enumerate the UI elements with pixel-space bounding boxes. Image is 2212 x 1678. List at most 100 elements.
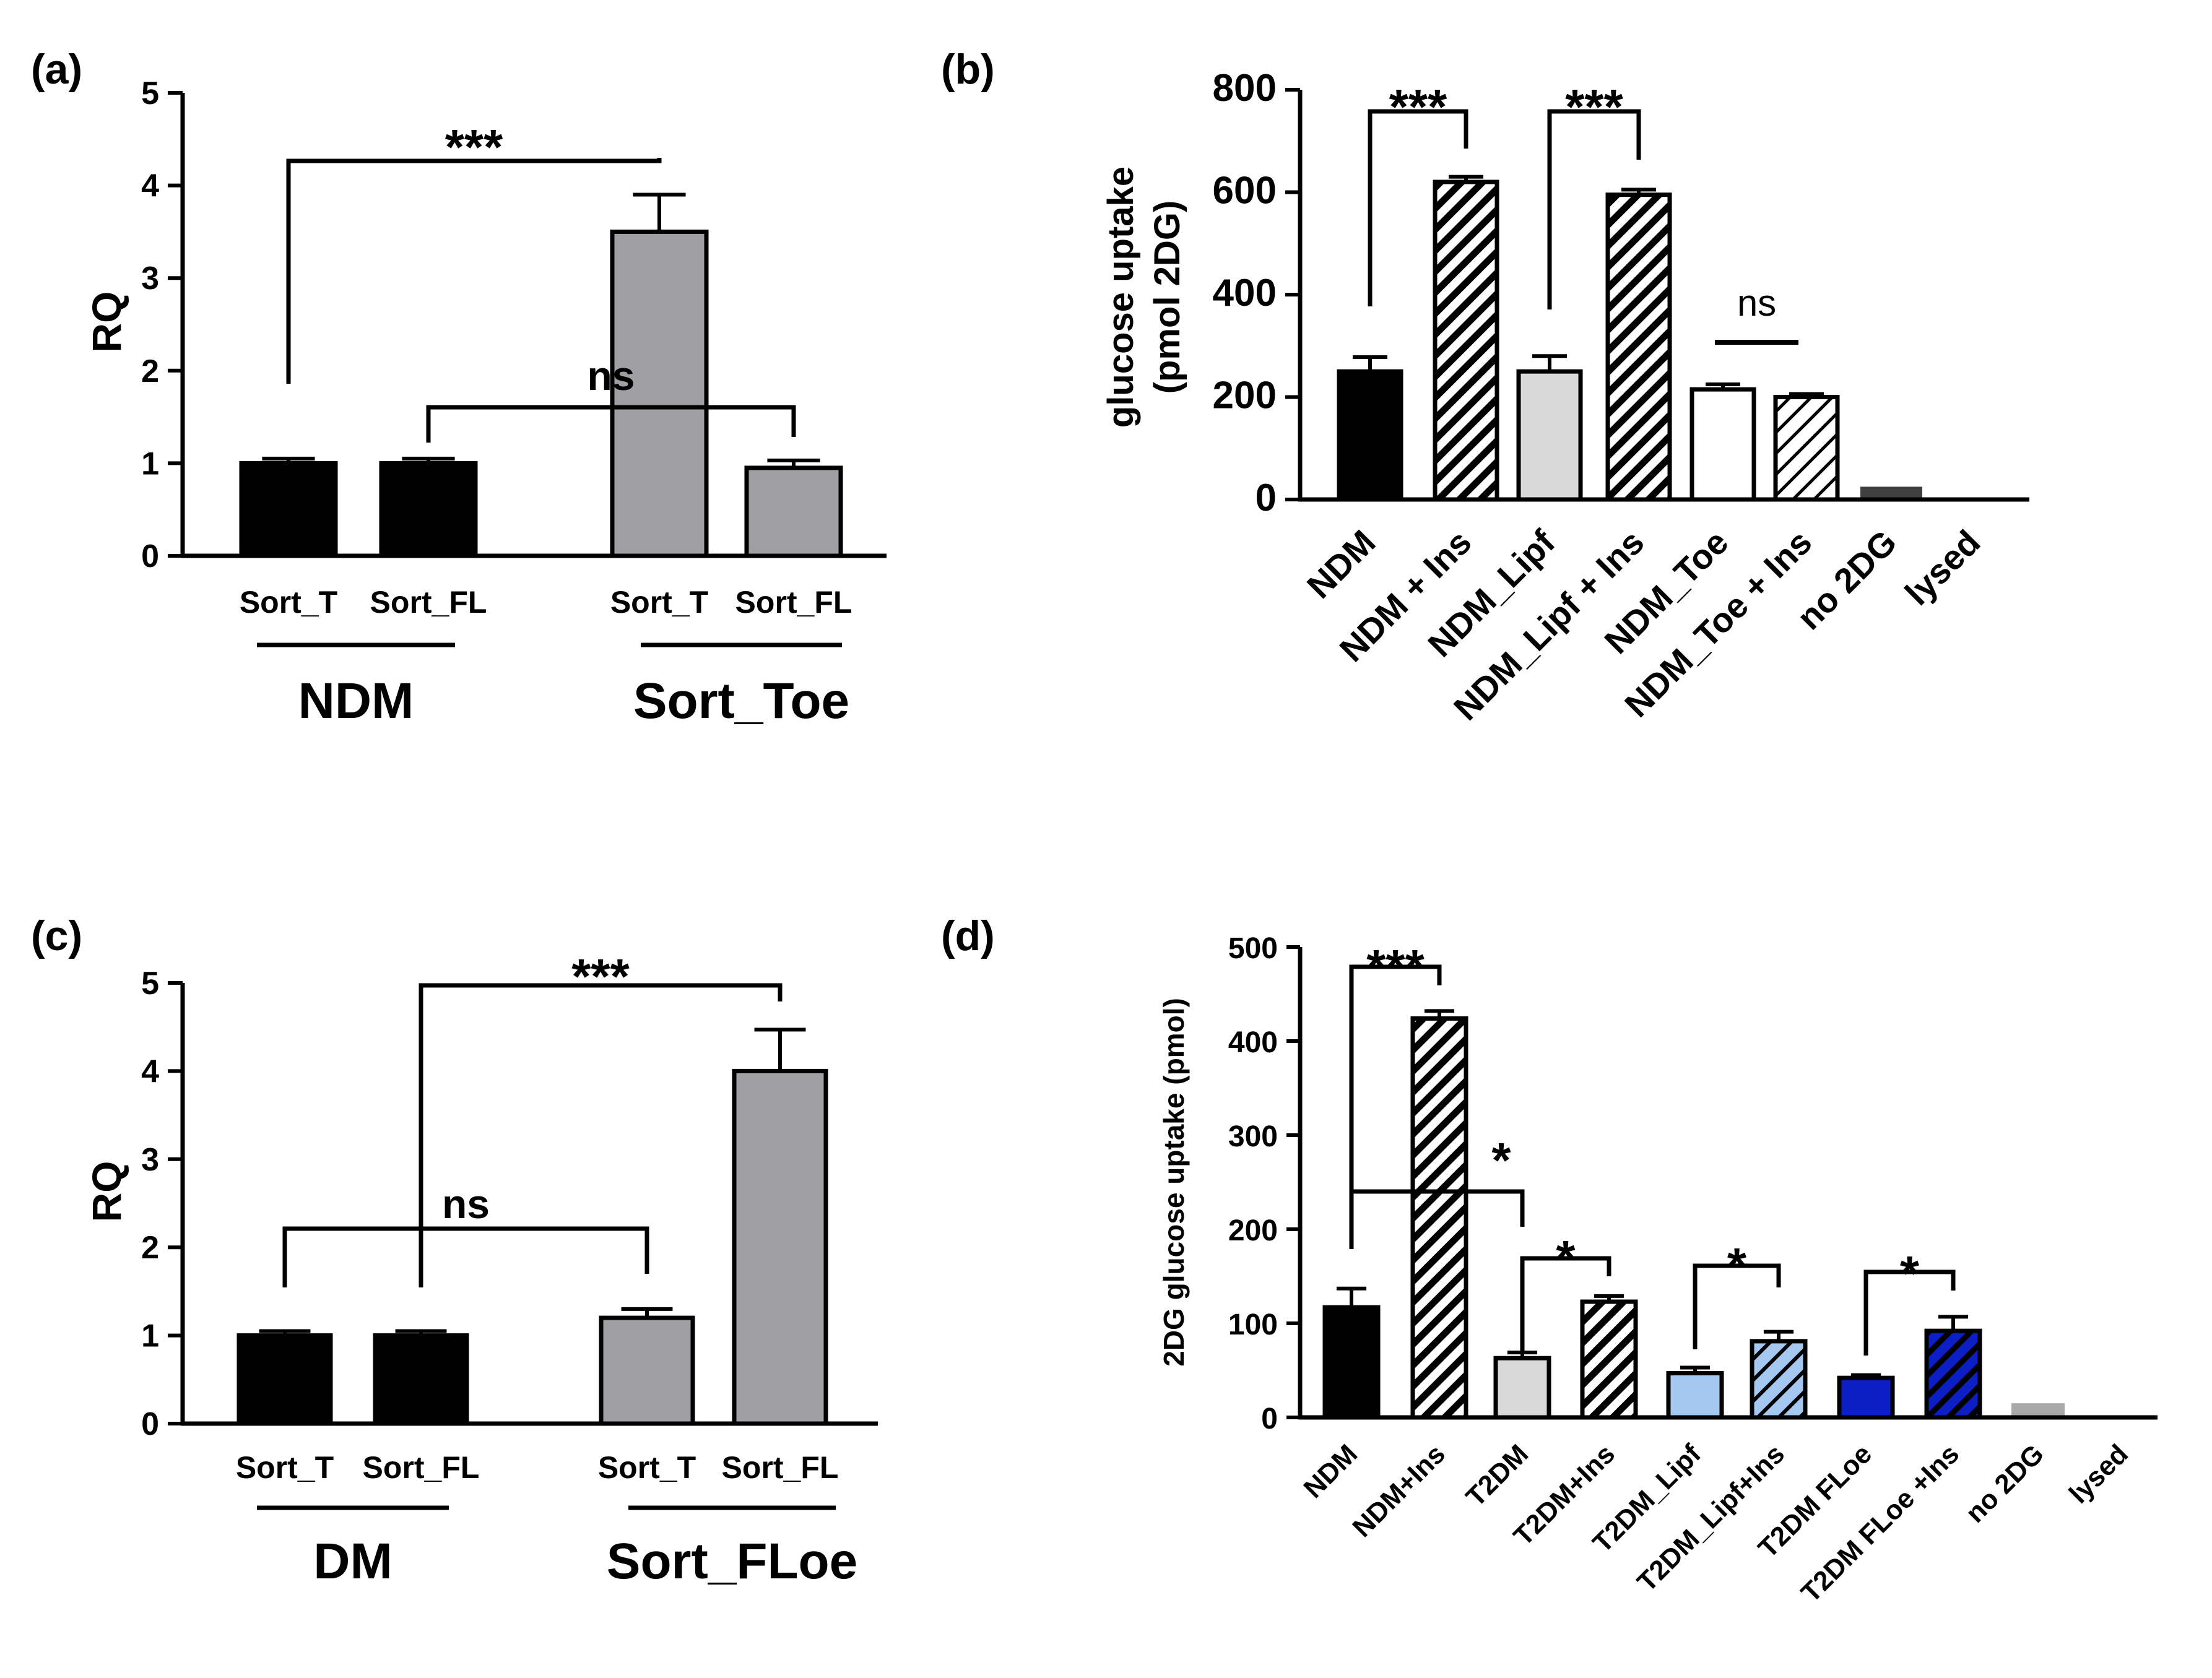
panel-d-x-tick-label: lysed: [2063, 1438, 2134, 1509]
panel-a-x-tick-label: Sort_T: [240, 585, 337, 620]
panel-c-bar-1: [236, 1333, 333, 1426]
panel-b-y-axis-label-line1: glucose uptake: [1101, 167, 1141, 428]
panel-a-y-tick-label: 0: [141, 538, 159, 574]
panel-d-significance-bracket: [1349, 1189, 1525, 1249]
panel-c-significance-label: ns: [442, 1181, 490, 1227]
panel-d-bar-9: [2011, 1403, 2065, 1417]
panel-a-y-axis-label: RQ: [84, 292, 129, 353]
panel-d-y-axis-label: 2DG glucose uptake (pmol): [1158, 998, 1190, 1367]
panel-c-y-tick-label: 0: [141, 1406, 159, 1442]
panel-a-significance-label: ***: [445, 119, 503, 175]
panel-d-significance-label: *: [1900, 1246, 1920, 1301]
panel-a-significance-bracket: [426, 405, 796, 443]
panel-c-group-label: Sort_FLoe: [607, 1533, 857, 1589]
panel-a-x-tick-label: Sort_T: [610, 585, 708, 620]
panel-b-bar-2: [1433, 179, 1499, 502]
panel-d-bar-1: [1322, 1305, 1381, 1420]
panel-c-bar-2: [373, 1333, 469, 1426]
panel-d-y-tick-label: 500: [1228, 932, 1278, 965]
panel-a-y-tick-label: 3: [141, 261, 159, 296]
panel-d-2dg-uptake-chart: (d) 2DG glucose uptake (pmol) 0 100 200 300…: [941, 912, 2158, 1608]
panel-b-y-tick-label: 200: [1213, 374, 1277, 417]
panel-b-bar-5: [1689, 387, 1756, 502]
panel-c-bar-4: [732, 1068, 828, 1426]
panel-d-significance-label: ***: [1366, 940, 1425, 995]
panel-a-y-tick-label: 1: [141, 446, 159, 482]
panel-b-bar-4: [1605, 192, 1672, 502]
panel-b-bar-7: [1860, 487, 1922, 500]
panel-a-bar-2: [379, 461, 478, 558]
panel-d-label: (d): [941, 912, 995, 959]
panel-a-rq-chart: (a) RQ 0 1 2 3 4 5 Sort_T Sort_FL Sort_T Sort_FL…: [31, 46, 887, 729]
panel-d-x-tick-label: T2DM_Lipf+Ins: [1631, 1438, 1790, 1598]
panel-b-x-tick-label: lysed: [1898, 522, 1988, 613]
panel-d-y-tick-label: 400: [1228, 1026, 1278, 1059]
panel-a-bar-4: [744, 465, 843, 558]
panel-b-y-axis-label-line2: (pmol 2DG): [1147, 201, 1187, 394]
panel-d-significance-bracket: [1349, 964, 1442, 1249]
panel-c-y-tick-label: 5: [141, 966, 159, 1001]
panel-d-bar-5: [1666, 1371, 1724, 1420]
panel-a-y-tick-label: 5: [141, 76, 159, 111]
panel-c-y-axis-label: RQ: [84, 1161, 129, 1222]
panel-b-significance-label: ***: [1565, 79, 1623, 134]
panel-c-significance-bracket: [282, 1226, 649, 1287]
panel-d-x-tick-label: no 2DG: [1960, 1438, 2050, 1528]
panel-d-bar-3: [1493, 1356, 1551, 1420]
panel-c-group-label: DM: [313, 1533, 393, 1589]
panel-d-bar-4: [1580, 1299, 1638, 1420]
panel-b-bar-1: [1337, 369, 1403, 502]
panel-b-bar-3: [1516, 369, 1583, 502]
panel-c-significance-bracket: [419, 983, 783, 1287]
panel-b-y-tick-label: 0: [1256, 477, 1277, 519]
panel-d-significance-bracket: [1693, 1263, 1781, 1349]
panel-d-significance-bracket: [1520, 1256, 1611, 1352]
panel-d-significance-bracket: [1863, 1269, 1956, 1356]
panel-a-group-label: NDM: [298, 673, 414, 729]
panel-a-x-tick-label: Sort_FL: [735, 585, 852, 620]
panel-c-y-tick-label: 4: [141, 1053, 159, 1089]
panel-a-y-tick-label: 2: [141, 353, 159, 389]
panel-d-y-tick-label: 300: [1228, 1120, 1278, 1153]
panel-c-rq-chart: (c) RQ 0 1 2 3 4 5 Sort_T Sort_FL Sort_T Sort_FL…: [31, 912, 878, 1589]
panel-b-y-tick-label: 600: [1213, 170, 1277, 212]
panel-d-significance-label: *: [1727, 1238, 1747, 1293]
panel-a-y-tick-label: 4: [141, 168, 159, 204]
panel-b-y-tick-label: 800: [1213, 67, 1277, 110]
panel-c-significance-label: ***: [571, 949, 630, 1004]
panel-b-y-tick-label: 400: [1213, 272, 1277, 314]
panel-c-x-tick-label: Sort_FL: [722, 1450, 839, 1485]
panel-d-significance-label: *: [1556, 1230, 1576, 1286]
panel-d-x-tick-label: NDM+Ins: [1347, 1438, 1451, 1543]
panel-b-significance-label: ns: [1737, 282, 1776, 324]
panel-a-significance-label: ns: [587, 353, 635, 399]
panel-a-group-label: Sort_Toe: [633, 673, 849, 729]
panel-c-x-tick-label: Sort_FL: [363, 1450, 480, 1485]
panel-d-x-tick-label: NDM: [1298, 1438, 1364, 1504]
panel-d-bar-6: [1750, 1339, 1808, 1420]
panel-d-x-tick-label: T2DM FLoe +Ins: [1795, 1438, 1965, 1608]
panel-b-significance-label: ***: [1389, 79, 1447, 134]
panel-c-x-tick-label: Sort_T: [598, 1450, 696, 1485]
panel-d-bar-7: [1837, 1375, 1895, 1420]
panel-c-bar-3: [599, 1315, 695, 1426]
panel-d-bar-8: [1924, 1328, 1982, 1420]
panel-d-y-tick-label: 100: [1228, 1308, 1278, 1341]
panel-a-x-tick-label: Sort_FL: [370, 585, 487, 620]
panel-d-bar-2: [1410, 1016, 1468, 1420]
panel-d-y-tick-label: 0: [1261, 1403, 1278, 1435]
panel-c-y-tick-label: 2: [141, 1230, 159, 1266]
panel-b-bar-6: [1773, 395, 1840, 502]
panel-c-y-tick-label: 3: [141, 1142, 159, 1178]
panel-d-y-tick-label: 200: [1228, 1214, 1278, 1247]
panel-b-glucose-uptake-chart: (b) glucose uptake (pmol 2DG) 0 200 400 600…: [941, 46, 2029, 728]
panel-c-x-tick-label: Sort_T: [236, 1450, 334, 1485]
panel-a-significance-bracket: [286, 158, 662, 384]
panel-d-x-tick-label: T2DM: [1460, 1438, 1534, 1512]
panel-b-significance-bracket: [1368, 109, 1468, 306]
panel-a-bar-1: [239, 461, 338, 558]
panel-b-x-tick-label: NDM: [1299, 522, 1383, 606]
panel-c-y-tick-label: 1: [141, 1318, 159, 1354]
panel-b-label: (b): [941, 46, 995, 93]
